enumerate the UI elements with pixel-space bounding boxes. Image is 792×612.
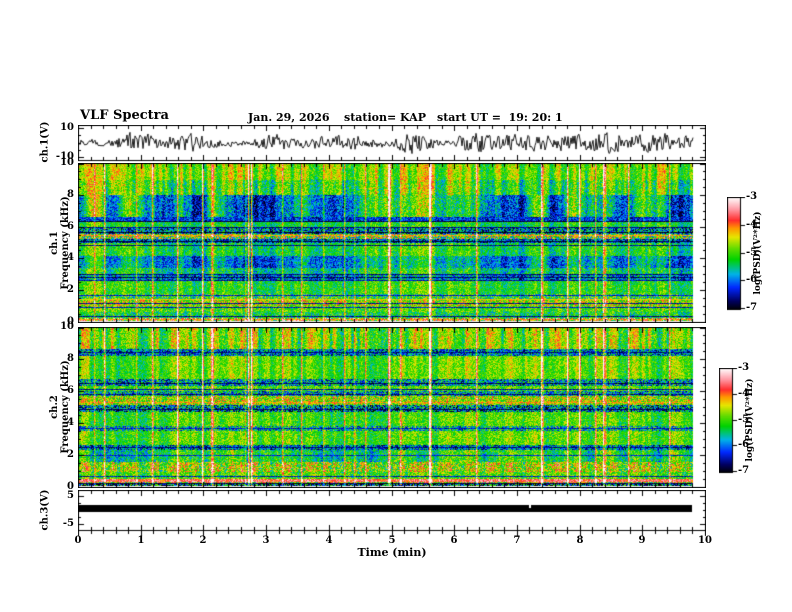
ch2-spectrogram-panel [78, 327, 706, 488]
colorbar-tick-label: -6 [746, 274, 758, 285]
colorbar-tick-label: -7 [738, 465, 750, 476]
ch2-spec-ytick-label: 2 [67, 449, 74, 460]
time-xtick-label: 3 [262, 535, 270, 546]
time-xtick-label: 8 [576, 535, 584, 546]
ch3-ytick-label: 5 [67, 490, 74, 501]
ch1-spec-ylabel-line2: Frequency (kHz) [60, 196, 71, 290]
ch2-spec-ylabel-line2: Frequency (kHz) [60, 360, 71, 454]
colorbar-tick-label: -7 [746, 302, 758, 313]
colorbar-tick-label: -4 [738, 388, 750, 399]
ch2-spec-ytick-label: 0 [67, 481, 74, 492]
time-xtick-label: 9 [638, 535, 646, 546]
time-xtick-label: 0 [74, 535, 82, 546]
ch1-spectrogram-panel [78, 163, 706, 323]
ch1-colorbar [727, 197, 747, 311]
header-station: station= KAP [344, 111, 426, 124]
ch1-spec-ytick-label: 4 [67, 252, 74, 263]
ch2-spec-ytick-label: 4 [67, 417, 74, 428]
ch1-waveform-panel [78, 125, 706, 162]
ch3-ytick-label: -5 [62, 518, 74, 529]
colorbar-tick-label: -3 [738, 362, 750, 373]
ch1-spec-ytick-label: 6 [67, 221, 74, 232]
x-axis-label: Time (min) [357, 546, 427, 559]
ch2-spec-ytick-label: 8 [67, 353, 74, 364]
time-xtick-label: 10 [698, 535, 712, 546]
colorbar-tick-label: -3 [746, 191, 758, 202]
ch2-colorbar [719, 368, 739, 474]
ch1-spec-ytick-label: 8 [67, 189, 74, 200]
time-xtick-label: 6 [450, 535, 458, 546]
colorbar-tick-label: -5 [738, 414, 750, 425]
ch1-wave-ytick-label: 10 [60, 122, 74, 133]
page-title: VLF Spectra [80, 108, 169, 123]
ch3-signal-panel [78, 490, 706, 540]
ch2-spec-ytick-label: 6 [67, 385, 74, 396]
ch1-spec-ytick-label: 2 [67, 284, 74, 295]
colorbar-tick-label: -4 [746, 219, 758, 230]
time-xtick-label: 5 [388, 535, 396, 546]
ch2-spec-ylabel: ch.2 Frequency (kHz) [49, 360, 71, 453]
colorbar-tick-label: -6 [738, 439, 750, 450]
header-date: Jan. 29, 2026 [248, 111, 330, 124]
time-xtick-label: 7 [513, 535, 521, 546]
ch1-spec-ylabel: ch.1 Frequency (kHz) [49, 196, 71, 289]
ch2-spec-ylabel-line1: ch.2 [49, 395, 60, 419]
colorbar-tick-label: -5 [746, 247, 758, 258]
ch1-spec-ylabel-line1: ch.1 [49, 231, 60, 255]
time-xtick-label: 1 [137, 535, 145, 546]
time-xtick-label: 2 [199, 535, 207, 546]
ch1-wave-ytick-label: -10 [55, 151, 74, 162]
ch2-spec-ytick-label: 10 [60, 321, 74, 332]
header-start-ut: start UT = 19: 20: 1 [437, 111, 563, 124]
ch1-spec-ytick-label: 0 [67, 316, 74, 327]
ch1-spec-ytick-label: 10 [60, 157, 74, 168]
time-xtick-label: 4 [325, 535, 333, 546]
